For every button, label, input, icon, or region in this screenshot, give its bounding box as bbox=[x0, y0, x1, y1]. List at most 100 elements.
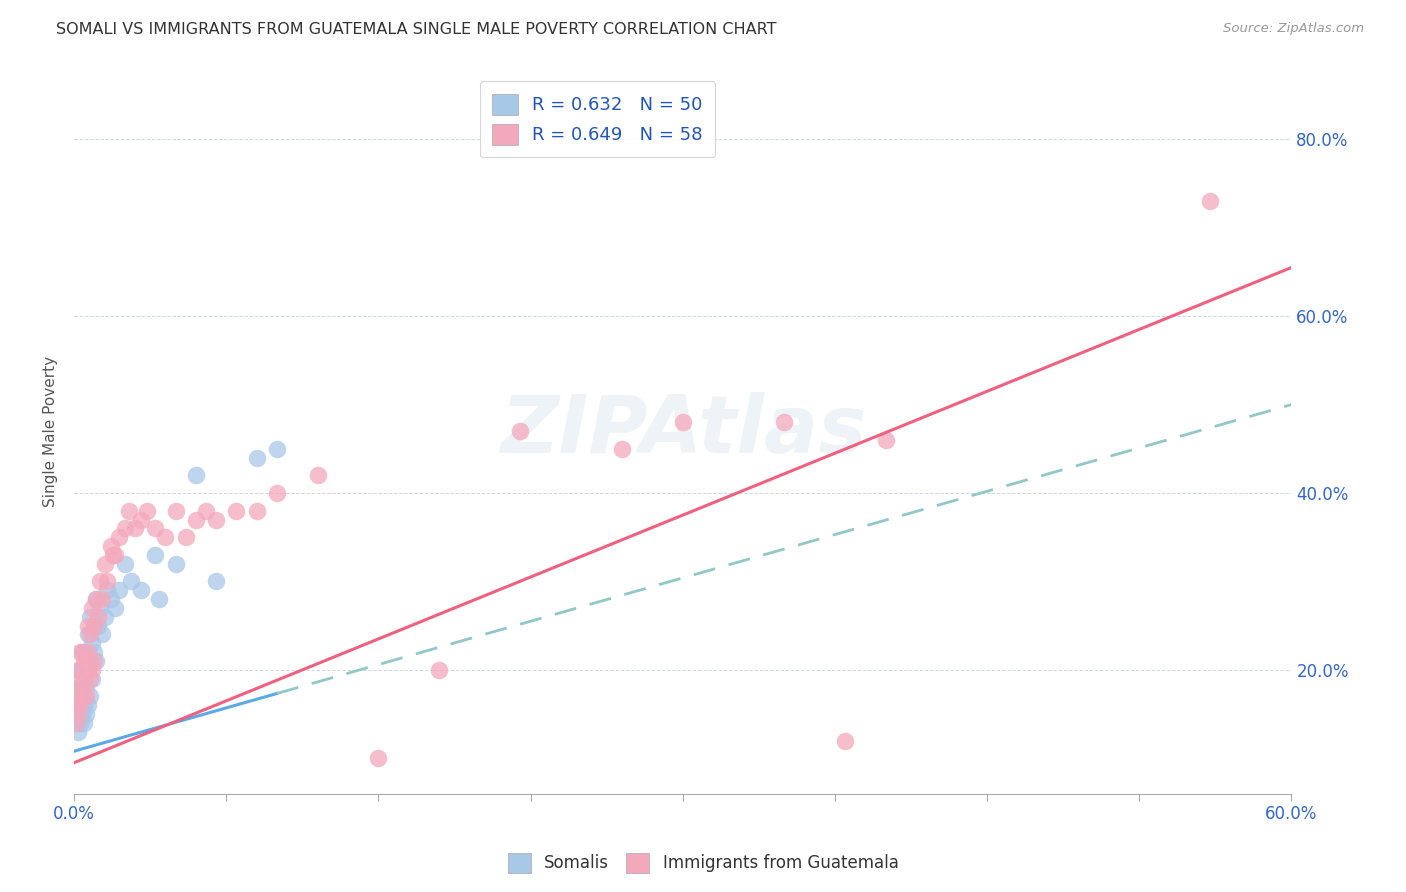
Point bbox=[77, 618, 100, 632]
Point bbox=[67, 707, 90, 722]
Point bbox=[93, 609, 115, 624]
Point bbox=[509, 424, 531, 438]
Point bbox=[184, 468, 207, 483]
Point bbox=[79, 627, 101, 641]
Point bbox=[100, 592, 122, 607]
Point bbox=[79, 672, 101, 686]
Point bbox=[77, 663, 100, 677]
Point bbox=[129, 512, 152, 526]
Legend: Somalis, Immigrants from Guatemala: Somalis, Immigrants from Guatemala bbox=[501, 847, 905, 880]
Point bbox=[73, 698, 96, 713]
Legend: R = 0.632   N = 50, R = 0.649   N = 58: R = 0.632 N = 50, R = 0.649 N = 58 bbox=[479, 81, 716, 157]
Point bbox=[69, 663, 91, 677]
Point bbox=[73, 654, 96, 668]
Point bbox=[165, 557, 187, 571]
Point bbox=[89, 574, 111, 589]
Point bbox=[79, 654, 101, 668]
Point bbox=[75, 681, 97, 695]
Point bbox=[246, 450, 269, 465]
Point bbox=[69, 698, 91, 713]
Point bbox=[610, 442, 633, 456]
Point bbox=[104, 548, 127, 562]
Point bbox=[83, 618, 105, 632]
Point bbox=[73, 715, 96, 730]
Point bbox=[75, 707, 97, 722]
Point bbox=[79, 690, 101, 704]
Point bbox=[1199, 194, 1222, 209]
Point bbox=[101, 548, 124, 562]
Point bbox=[82, 672, 104, 686]
Point bbox=[114, 521, 136, 535]
Point bbox=[82, 663, 104, 677]
Point bbox=[69, 698, 91, 713]
Point bbox=[155, 530, 177, 544]
Point bbox=[93, 557, 115, 571]
Point bbox=[124, 521, 146, 535]
Point bbox=[834, 733, 856, 747]
Point bbox=[104, 601, 127, 615]
Point bbox=[86, 654, 108, 668]
Text: SOMALI VS IMMIGRANTS FROM GUATEMALA SINGLE MALE POVERTY CORRELATION CHART: SOMALI VS IMMIGRANTS FROM GUATEMALA SING… bbox=[56, 22, 776, 37]
Point bbox=[165, 504, 187, 518]
Y-axis label: Single Male Poverty: Single Male Poverty bbox=[44, 356, 58, 507]
Text: Source: ZipAtlas.com: Source: ZipAtlas.com bbox=[1223, 22, 1364, 36]
Point bbox=[73, 672, 96, 686]
Point bbox=[87, 618, 110, 632]
Point bbox=[82, 601, 104, 615]
Point bbox=[69, 672, 91, 686]
Point bbox=[225, 504, 247, 518]
Point bbox=[86, 592, 108, 607]
Point bbox=[86, 592, 108, 607]
Point bbox=[773, 415, 796, 429]
Point bbox=[77, 663, 100, 677]
Point bbox=[100, 539, 122, 553]
Point bbox=[77, 698, 100, 713]
Point bbox=[65, 715, 87, 730]
Point bbox=[73, 681, 96, 695]
Point bbox=[266, 442, 288, 456]
Point bbox=[107, 530, 129, 544]
Point bbox=[69, 715, 91, 730]
Point bbox=[307, 468, 329, 483]
Point bbox=[65, 698, 87, 713]
Point bbox=[143, 548, 166, 562]
Point bbox=[672, 415, 695, 429]
Point bbox=[143, 521, 166, 535]
Point bbox=[77, 645, 100, 659]
Point bbox=[70, 690, 93, 704]
Point bbox=[65, 698, 87, 713]
Point bbox=[91, 592, 114, 607]
Point bbox=[114, 557, 136, 571]
Point bbox=[118, 504, 141, 518]
Point bbox=[427, 663, 450, 677]
Point bbox=[875, 433, 897, 447]
Point bbox=[77, 627, 100, 641]
Point bbox=[73, 645, 96, 659]
Point bbox=[79, 609, 101, 624]
Point bbox=[91, 627, 114, 641]
Point bbox=[89, 601, 111, 615]
Point bbox=[65, 715, 87, 730]
Point bbox=[67, 681, 90, 695]
Point bbox=[67, 707, 90, 722]
Point bbox=[148, 592, 170, 607]
Point bbox=[184, 512, 207, 526]
Point bbox=[87, 609, 110, 624]
Point bbox=[246, 504, 269, 518]
Point bbox=[174, 530, 197, 544]
Point bbox=[67, 681, 90, 695]
Point bbox=[266, 486, 288, 500]
Point bbox=[69, 681, 91, 695]
Point bbox=[70, 663, 93, 677]
Point bbox=[107, 583, 129, 598]
Text: ZIPAtlas: ZIPAtlas bbox=[499, 392, 866, 470]
Point bbox=[136, 504, 159, 518]
Point bbox=[82, 636, 104, 650]
Point bbox=[205, 512, 228, 526]
Point bbox=[83, 645, 105, 659]
Point bbox=[194, 504, 217, 518]
Point bbox=[70, 645, 93, 659]
Point bbox=[69, 645, 91, 659]
Point bbox=[67, 724, 90, 739]
Point bbox=[67, 690, 90, 704]
